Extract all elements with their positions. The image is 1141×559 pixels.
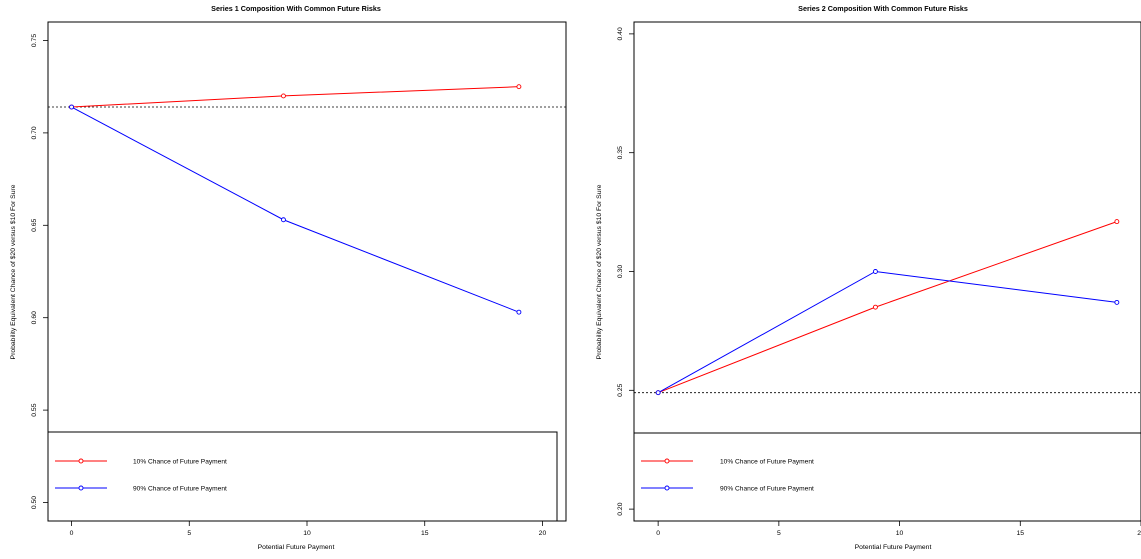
x-tick-label: 0 <box>70 530 74 537</box>
series-2-point <box>655 390 661 396</box>
legend-label-1: 10% Chance of Future Payment <box>720 458 814 465</box>
y-axis-label: Probability Equivalent Chance of $20 ver… <box>10 184 17 359</box>
y-tick-label: 0.55 <box>31 403 38 416</box>
chart-panel-series-2: Series 2 Composition With Common Future … <box>596 4 1141 551</box>
chart-title: Series 1 Composition With Common Future … <box>211 4 381 13</box>
legend-box <box>633 432 1141 522</box>
series-2-point <box>281 217 286 223</box>
chart-panel-series-1: Series 1 Composition With Common Future … <box>10 4 567 551</box>
legend-label-2: 90% Chance of Future Payment <box>720 485 814 492</box>
legend-marker-1 <box>664 458 670 464</box>
x-axis-label: Potential Future Payment <box>855 544 932 551</box>
x-tick-label: 10 <box>896 530 904 537</box>
x-tick-label: 15 <box>1017 530 1025 537</box>
legend-label-2: 90% Chance of Future Payment <box>133 485 227 492</box>
series-1-point <box>872 304 878 310</box>
x-tick-label: 5 <box>187 530 191 537</box>
y-axis-label: Probability Equivalent Chance of $20 ver… <box>596 184 603 359</box>
x-tick-label: 20 <box>539 530 547 537</box>
y-tick-label: 0.30 <box>617 265 624 278</box>
series-line-1 <box>657 221 1118 394</box>
x-tick-label: 5 <box>777 530 781 537</box>
series-line-2 <box>71 106 520 313</box>
y-tick-label: 0.75 <box>31 34 38 47</box>
series-2-point <box>872 269 878 274</box>
legend-marker-1 <box>78 458 84 464</box>
y-tick-label: 0.50 <box>31 496 38 509</box>
legend-box <box>47 431 558 522</box>
x-tick-label: 20 <box>1137 530 1141 537</box>
x-tick-label: 10 <box>303 530 311 537</box>
x-axis-label: Potential Future Payment <box>258 544 335 551</box>
series-2-point <box>1114 299 1120 305</box>
legend-label-1: 10% Chance of Future Payment <box>133 458 227 465</box>
x-tick-label: 15 <box>421 530 429 537</box>
y-tick-label: 0.35 <box>617 146 624 159</box>
series-2-point <box>69 104 74 110</box>
series-2-point <box>516 309 522 315</box>
y-tick-label: 0.40 <box>617 27 624 40</box>
y-tick-label: 0.25 <box>617 383 624 396</box>
legend-marker-2 <box>78 485 84 491</box>
series-1-point <box>516 84 522 90</box>
series-1-point <box>281 93 286 99</box>
x-tick-label: 0 <box>656 530 660 537</box>
y-tick-label: 0.20 <box>617 502 624 515</box>
chart-title: Series 2 Composition With Common Future … <box>798 4 968 13</box>
legend-marker-2 <box>664 485 670 491</box>
series-1-point <box>1114 219 1120 225</box>
y-tick-label: 0.65 <box>31 218 38 231</box>
series-line-2 <box>657 270 1117 394</box>
y-tick-label: 0.60 <box>31 311 38 324</box>
series-line-1 <box>71 86 519 108</box>
y-tick-label: 0.70 <box>31 126 38 139</box>
